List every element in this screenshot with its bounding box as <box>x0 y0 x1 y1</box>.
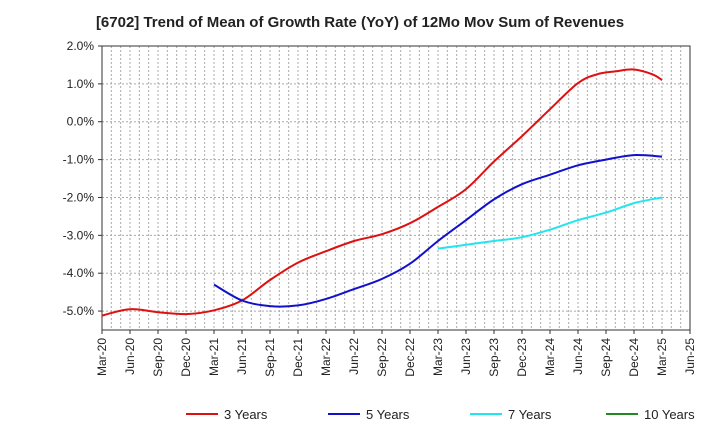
x-tick-label: Jun-21 <box>235 338 249 375</box>
legend-label: 3 Years <box>224 407 268 422</box>
y-tick-label: 0.0% <box>67 115 95 129</box>
x-tick-label: Dec-22 <box>403 338 417 377</box>
y-tick-label: -4.0% <box>63 266 95 280</box>
x-tick-label: Mar-23 <box>431 338 445 376</box>
x-tick-label: Jun-23 <box>459 338 473 375</box>
y-tick-label: -1.0% <box>63 153 95 167</box>
y-axis: -5.0% -4.0% -3.0% -2.0% -1.0% 0.0% 1.0% 2.0% <box>63 39 102 318</box>
y-tick-label: -3.0% <box>63 228 95 242</box>
x-tick-label: Dec-23 <box>515 338 529 377</box>
x-tick-label: Sep-23 <box>487 338 501 377</box>
x-tick-label: Mar-25 <box>655 338 669 376</box>
x-tick-label: Dec-21 <box>291 338 305 377</box>
x-tick-label: Dec-20 <box>179 338 193 377</box>
legend-item-10-years: 10 Years <box>606 407 695 422</box>
series-line-3-years <box>101 68 663 317</box>
y-tick-label: -5.0% <box>63 304 95 318</box>
x-tick-label: Mar-22 <box>319 338 333 376</box>
y-tick-label: -2.0% <box>63 190 95 204</box>
x-tick-label: Sep-24 <box>599 338 613 377</box>
x-tick-label: Sep-20 <box>151 338 165 377</box>
x-tick-label: Dec-24 <box>627 338 641 377</box>
x-tick-label: Mar-21 <box>207 338 221 376</box>
x-tick-label: Jun-25 <box>683 338 697 375</box>
x-tick-label: Mar-24 <box>543 338 557 376</box>
series-layer <box>101 68 663 317</box>
plot-frame <box>101 45 691 331</box>
x-tick-label: Sep-21 <box>263 338 277 377</box>
x-tick-label: Jun-20 <box>123 338 137 375</box>
grid-layer <box>101 45 691 330</box>
x-tick-label: Mar-20 <box>95 338 109 376</box>
legend-item-5-years: 5 Years <box>328 407 410 422</box>
y-tick-label: 1.0% <box>67 77 95 91</box>
chart-title: [6702] Trend of Mean of Growth Rate (YoY… <box>95 14 625 31</box>
legend-label: 5 Years <box>366 407 410 422</box>
series-line-5-years <box>213 154 663 308</box>
legend-item-3-years: 3 Years <box>186 407 268 422</box>
y-tick-label: 2.0% <box>67 39 95 53</box>
x-tick-label: Sep-22 <box>375 338 389 377</box>
legend-label: 10 Years <box>644 407 695 422</box>
legend-item-7-years: 7 Years <box>470 407 552 422</box>
legend: 3 Years 5 Years 7 Years 10 Years <box>186 407 695 422</box>
series-line-7-years <box>437 196 663 250</box>
x-tick-label: Jun-24 <box>571 338 585 375</box>
x-axis: Mar-20 Jun-20 Sep-20 Dec-20 Mar-21 Jun-21 Sep-… <box>95 330 697 377</box>
legend-label: 7 Years <box>508 407 552 422</box>
x-tick-label: Jun-22 <box>347 338 361 375</box>
